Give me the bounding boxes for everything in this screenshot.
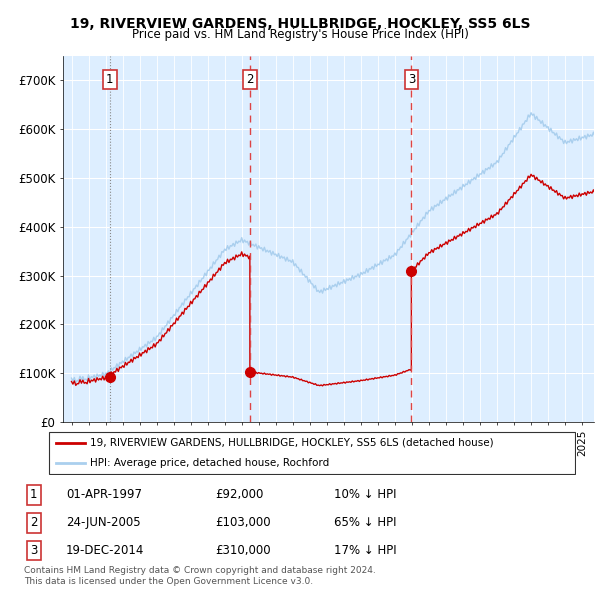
Text: Contains HM Land Registry data © Crown copyright and database right 2024.: Contains HM Land Registry data © Crown c… xyxy=(24,566,376,575)
Text: 17% ↓ HPI: 17% ↓ HPI xyxy=(334,544,397,557)
Text: Price paid vs. HM Land Registry's House Price Index (HPI): Price paid vs. HM Land Registry's House … xyxy=(131,28,469,41)
Text: £310,000: £310,000 xyxy=(215,544,271,557)
Text: £103,000: £103,000 xyxy=(215,516,271,529)
Text: 2: 2 xyxy=(30,516,38,529)
Text: 19, RIVERVIEW GARDENS, HULLBRIDGE, HOCKLEY, SS5 6LS (detached house): 19, RIVERVIEW GARDENS, HULLBRIDGE, HOCKL… xyxy=(90,438,494,448)
Text: 01-APR-1997: 01-APR-1997 xyxy=(66,489,142,502)
Text: 2: 2 xyxy=(246,73,254,86)
Text: HPI: Average price, detached house, Rochford: HPI: Average price, detached house, Roch… xyxy=(90,458,329,468)
Text: 3: 3 xyxy=(407,73,415,86)
FancyBboxPatch shape xyxy=(49,432,575,474)
Text: 10% ↓ HPI: 10% ↓ HPI xyxy=(334,489,397,502)
Text: This data is licensed under the Open Government Licence v3.0.: This data is licensed under the Open Gov… xyxy=(24,577,313,586)
Text: 1: 1 xyxy=(106,73,113,86)
Text: 24-JUN-2005: 24-JUN-2005 xyxy=(66,516,140,529)
Text: 65% ↓ HPI: 65% ↓ HPI xyxy=(334,516,397,529)
Text: 19-DEC-2014: 19-DEC-2014 xyxy=(66,544,145,557)
Text: 3: 3 xyxy=(30,544,37,557)
Text: 19, RIVERVIEW GARDENS, HULLBRIDGE, HOCKLEY, SS5 6LS: 19, RIVERVIEW GARDENS, HULLBRIDGE, HOCKL… xyxy=(70,17,530,31)
Text: 1: 1 xyxy=(30,489,38,502)
Text: £92,000: £92,000 xyxy=(215,489,264,502)
